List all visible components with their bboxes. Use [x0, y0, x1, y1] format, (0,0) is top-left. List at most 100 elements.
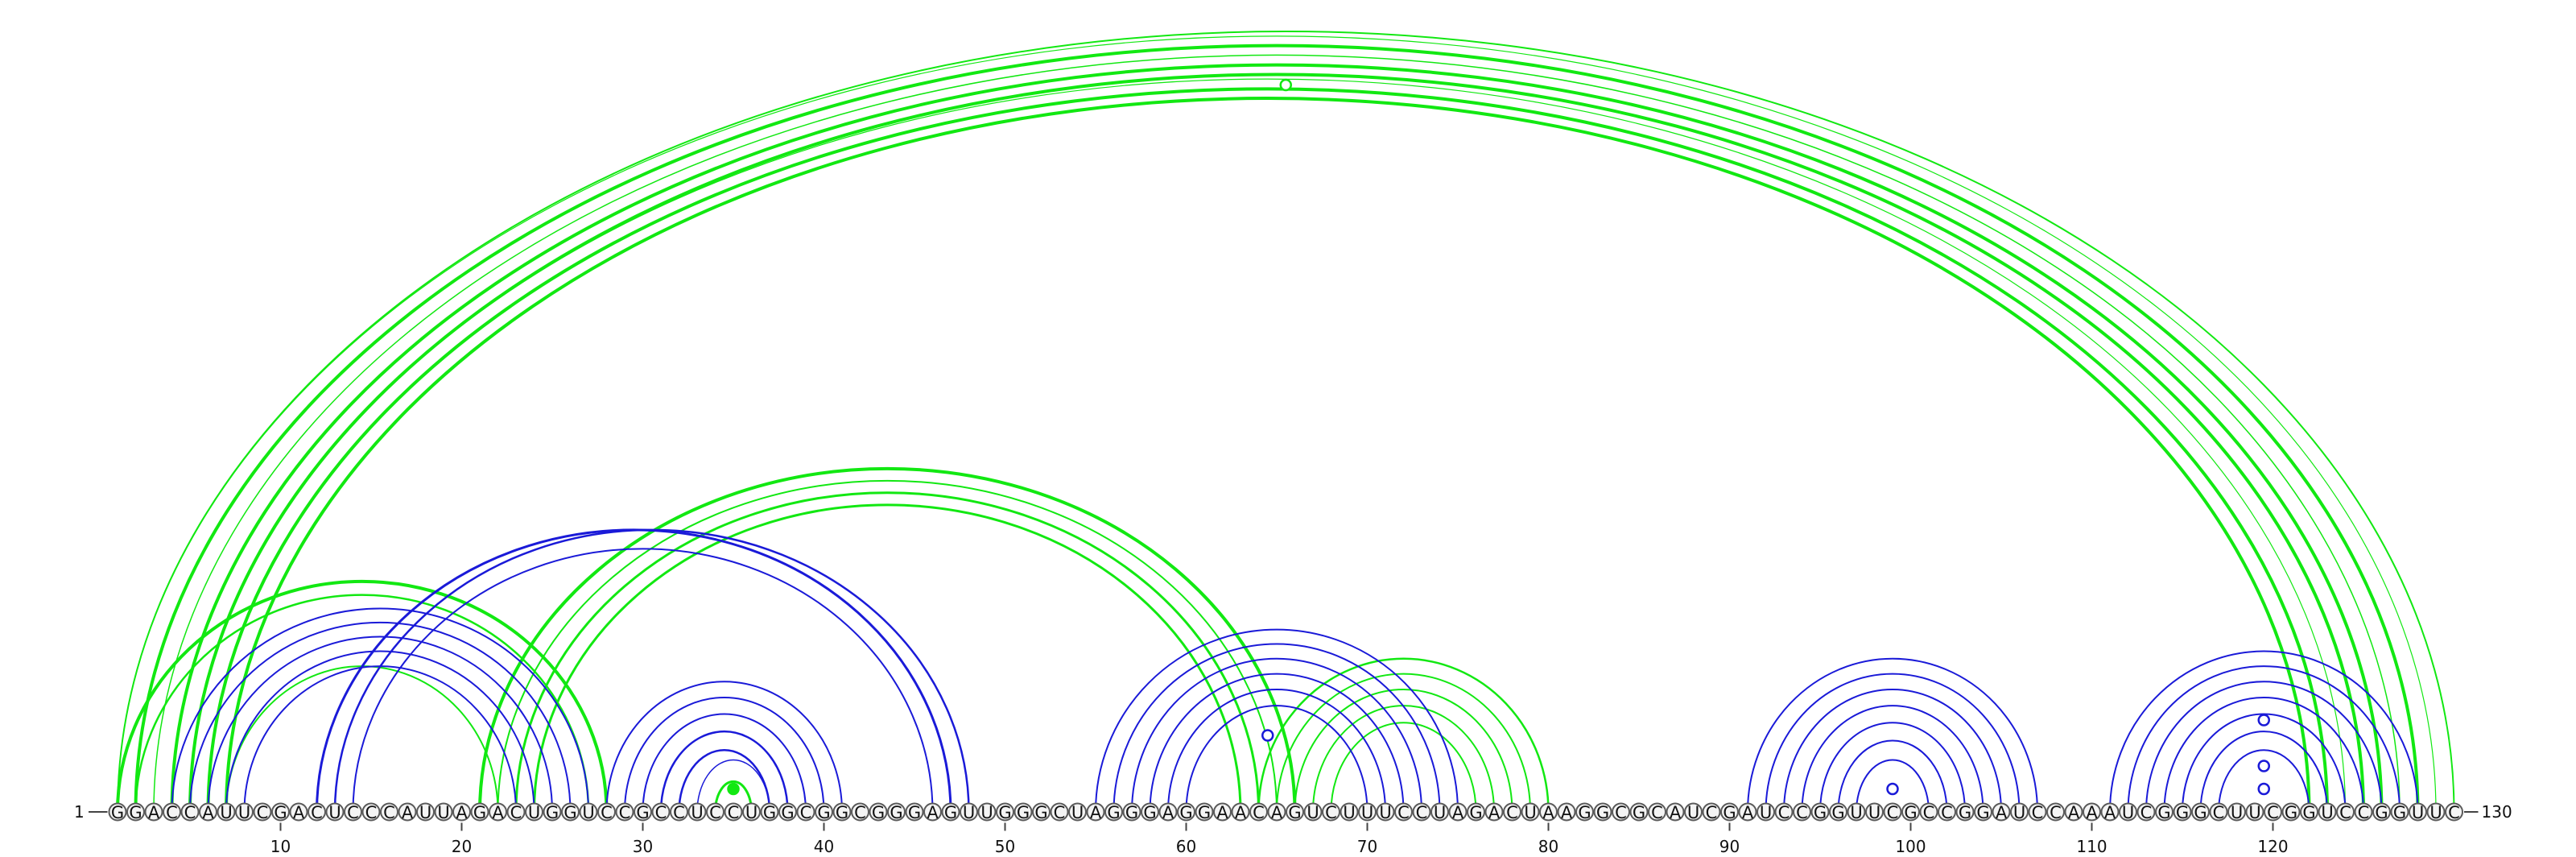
nucleotide: C	[724, 802, 743, 822]
nucleotide: U	[2409, 802, 2427, 822]
nucleotide: A	[923, 802, 942, 822]
nucleotide: U	[2426, 802, 2446, 822]
nucleotide: G	[941, 802, 960, 822]
nucleotide: G	[1013, 802, 1033, 822]
nucleotide: U	[1340, 802, 1359, 822]
green-base-pair-arc	[1276, 673, 1531, 813]
nucleotide: C	[180, 802, 200, 822]
nucleotide: C	[380, 802, 398, 822]
blue-base-pair-arc	[1167, 689, 1386, 813]
svg-text:G: G	[1017, 803, 1030, 822]
nucleotide: U	[960, 802, 978, 822]
nucleotide: U	[1430, 802, 1449, 822]
nucleotide: C	[2136, 802, 2156, 822]
blue-base-pair-arc	[1783, 689, 2002, 813]
blue-base-pair-arc	[1856, 759, 1930, 813]
nucleotide: A	[452, 802, 471, 822]
svg-text:U: U	[328, 803, 341, 822]
nucleotide: A	[1738, 802, 1757, 822]
svg-text:A: A	[492, 803, 504, 822]
tick-label: 50	[995, 837, 1015, 856]
svg-text:C: C	[257, 803, 269, 822]
blue-base-pair-arc	[2163, 697, 2364, 813]
blue-base-pair-arc	[1765, 673, 2021, 813]
green-base-pair-arc	[1312, 705, 1495, 813]
tick-label: 20	[452, 837, 472, 856]
nucleotide: A	[1158, 802, 1178, 822]
nucleotide: G	[815, 802, 833, 822]
svg-text:A: A	[1488, 803, 1501, 822]
green-base-pair-arc	[117, 35, 2437, 813]
sequence-end-label: 130	[2482, 802, 2512, 822]
sequence-start-label: 1	[74, 802, 85, 822]
svg-text:U: U	[2412, 803, 2424, 822]
green-base-pair-arc	[1330, 722, 1477, 813]
svg-text:U: U	[1343, 803, 1355, 822]
nucleotide: U	[1376, 802, 1395, 822]
svg-text:C: C	[1325, 803, 1337, 822]
green-base-pair-arc	[134, 43, 2420, 813]
svg-text:A: A	[456, 803, 468, 822]
nucleotide: A	[1484, 802, 1504, 822]
blue-base-pair-arc	[2218, 749, 2310, 813]
tick-label: 30	[633, 837, 653, 856]
svg-text:A: A	[1561, 803, 1573, 822]
blue-base-pair-arc	[678, 748, 771, 813]
svg-text:G: G	[1288, 803, 1301, 822]
svg-text:G: G	[2194, 803, 2207, 822]
nucleotide: G	[1104, 802, 1123, 822]
svg-text:G: G	[781, 803, 794, 822]
nucleotide: U	[579, 802, 598, 822]
svg-text:A: A	[148, 803, 160, 822]
nucleotide: C	[2046, 802, 2065, 822]
blue-base-pair-arc	[2109, 650, 2419, 813]
nucleotide: C	[1394, 802, 1413, 822]
nucleotide: C	[308, 802, 326, 822]
svg-text:U: U	[1850, 803, 1862, 822]
svg-text:G: G	[890, 803, 902, 822]
nucleotide: A	[1267, 802, 1286, 822]
nucleotide: C	[615, 802, 634, 822]
nucleotide: G	[1177, 802, 1195, 822]
svg-text:A: A	[1452, 803, 1464, 822]
svg-text:G: G	[1904, 803, 1917, 822]
svg-text:C: C	[1706, 803, 1718, 822]
svg-text:U: U	[582, 803, 594, 822]
nucleotide: G	[2191, 802, 2210, 822]
nucleotide: C	[361, 802, 381, 822]
svg-text:G: G	[2393, 803, 2406, 822]
blue-base-pair-arc	[1837, 739, 1948, 813]
green-base-pair-arc	[497, 479, 1278, 813]
svg-text:U: U	[1760, 803, 1772, 822]
green-arc-marker	[727, 782, 740, 796]
tick-label: 70	[1357, 837, 1377, 856]
nucleotide: U	[1865, 802, 1884, 822]
svg-text:A: A	[2068, 803, 2080, 822]
nucleotide: U	[217, 802, 236, 822]
nucleotide: C	[1249, 802, 1268, 822]
blue-base-pair-arc	[189, 621, 572, 813]
blue-base-pair-arc	[696, 759, 770, 813]
svg-text:A: A	[1742, 803, 1754, 822]
green-base-pair-arc	[225, 97, 2311, 813]
svg-text:U: U	[1379, 803, 1391, 822]
nucleotide: G	[1122, 802, 1141, 822]
svg-text:C: C	[166, 803, 178, 822]
svg-text:G: G	[129, 803, 142, 822]
svg-text:C: C	[1615, 803, 1627, 822]
nucleotide: G	[271, 802, 290, 822]
svg-text:G: G	[817, 803, 830, 822]
blue-base-pair-arc	[605, 681, 843, 813]
nucleotide: A	[1992, 802, 2011, 822]
green-base-pair-arc	[714, 780, 753, 813]
nucleotide: G	[2281, 802, 2301, 822]
nucleotide: G	[1593, 802, 1612, 822]
svg-text:C: C	[2267, 803, 2279, 822]
nucleotide: A	[1557, 802, 1576, 822]
blue-arc-marker	[2257, 760, 2270, 772]
svg-text:U: U	[437, 803, 449, 822]
svg-text:C: C	[619, 803, 631, 822]
svg-text:C: C	[1054, 803, 1066, 822]
nucleotide: C	[597, 802, 616, 822]
nucleotide: C	[2209, 802, 2228, 822]
